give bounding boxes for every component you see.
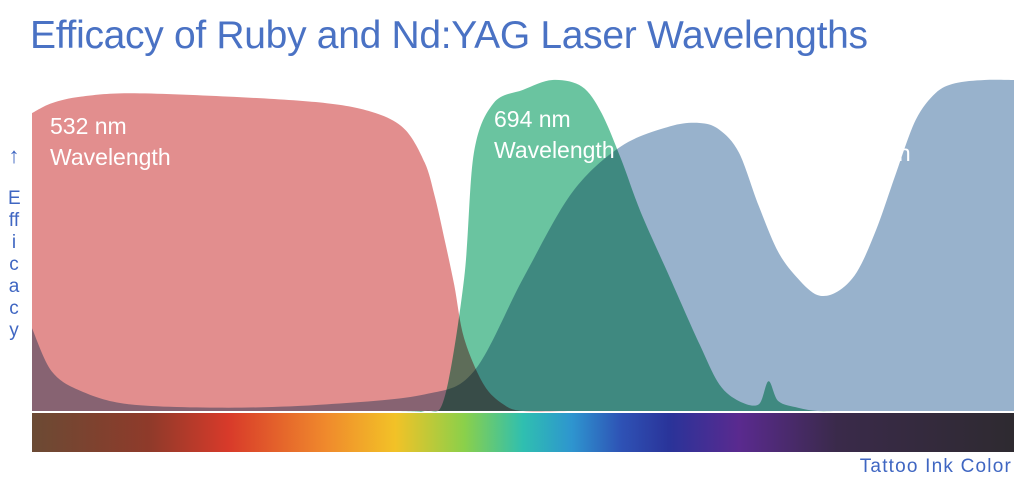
y-axis-label: ↑ Efficacy (0, 144, 28, 342)
chart-areas (32, 79, 1014, 412)
ink-color-spectrum-bar (32, 413, 1014, 452)
area-series-694nm (32, 79, 1014, 412)
chart-title: Efficacy of Ruby and Nd:YAG Laser Wavele… (30, 14, 868, 57)
y-axis-arrow-icon: ↑ (8, 143, 20, 168)
series-label-532nm: 532 nm Wavelength (50, 113, 171, 170)
area-series-532nm (32, 93, 1014, 412)
area-series-1064nm (32, 79, 1014, 412)
y-axis-label-text: Efficacy (8, 188, 21, 341)
series-label-1064nm: 1064 nm Wavelength (790, 109, 911, 166)
series-label-694nm: 694 nm Wavelength (494, 106, 615, 163)
x-axis-label: Tattoo Ink Color (859, 456, 1012, 477)
